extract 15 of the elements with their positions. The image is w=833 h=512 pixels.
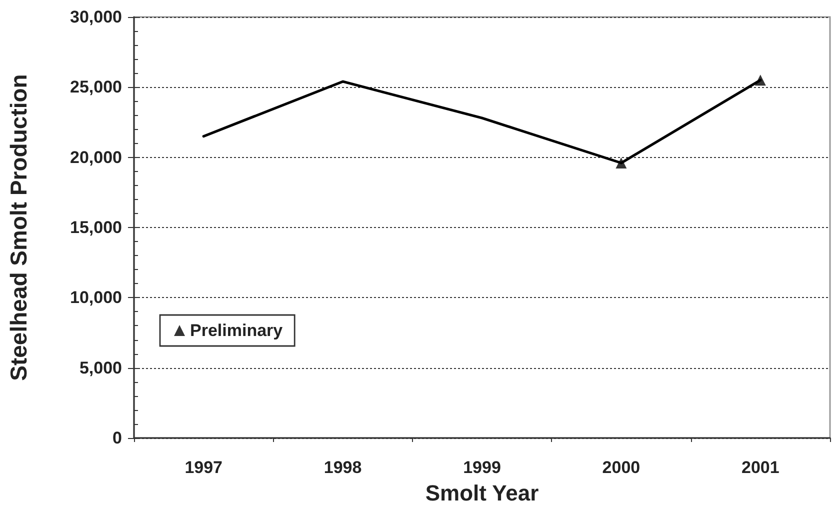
legend-label: Preliminary [190,321,284,340]
y-tick-label: 20,000 [70,148,122,167]
x-tick-label: 1998 [324,458,362,477]
y-tick-label: 0 [112,428,122,448]
y-axis-title: Steelhead Smolt Production [6,74,32,381]
x-tick-label: 1997 [184,458,223,477]
y-tick-label: 25,000 [70,78,122,97]
y-tick-label: 10,000 [70,288,122,308]
y-tick-label: 5,000 [79,358,122,378]
x-tick-label: 1999 [463,458,501,477]
x-tick-label: 2000 [602,458,640,477]
x-axis-title: Smolt Year [425,480,540,506]
y-tick-label: 30,000 [70,8,122,26]
y-tick-label: 15,000 [70,218,122,237]
x-tick-label: 2001 [741,458,780,477]
